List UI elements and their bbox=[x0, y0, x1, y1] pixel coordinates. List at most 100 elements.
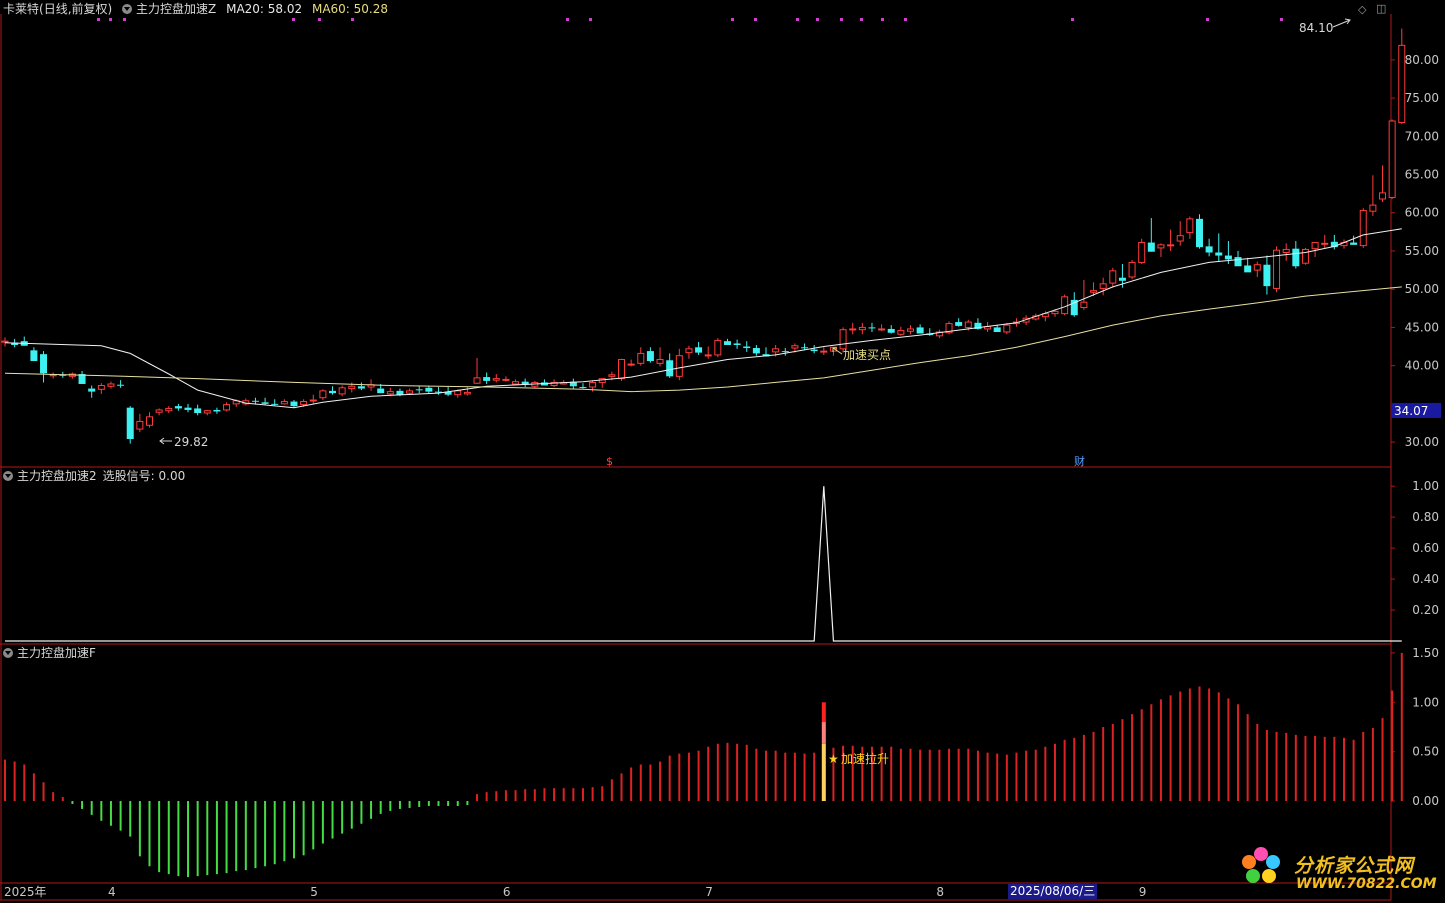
signal-line bbox=[5, 486, 1402, 642]
collapse-icon[interactable] bbox=[122, 4, 133, 14]
high-price-label: 84.10 bbox=[1299, 21, 1333, 35]
star-icon: ★ bbox=[828, 752, 839, 766]
candle-body-down bbox=[357, 386, 365, 389]
top-marker-dot bbox=[318, 18, 321, 21]
candle-body-up bbox=[107, 383, 115, 387]
flower-petal bbox=[1246, 869, 1260, 883]
flower-petal bbox=[1266, 855, 1280, 869]
candle-body-down bbox=[733, 343, 741, 345]
top-marker-dot bbox=[109, 18, 112, 21]
candle-body-up bbox=[155, 409, 163, 413]
candle-body-up bbox=[1061, 296, 1069, 315]
signal-tick-label: 1.00 bbox=[1412, 479, 1439, 493]
candle-body-up bbox=[858, 326, 866, 331]
candle-body-down bbox=[174, 406, 182, 409]
candle-body-up bbox=[338, 387, 346, 395]
candle-body-down bbox=[955, 322, 963, 326]
candle-body-up bbox=[1311, 242, 1319, 250]
indicator-name: 主力控盘加速Z bbox=[136, 2, 217, 16]
candle-body-up bbox=[454, 390, 462, 396]
candle-body-down bbox=[396, 390, 404, 395]
candle-body-down bbox=[974, 322, 982, 329]
chart-frame bbox=[0, 14, 1392, 901]
top-marker-dot bbox=[292, 18, 295, 21]
candle-body-up bbox=[300, 401, 308, 406]
candle-body-up bbox=[550, 381, 558, 387]
top-marker-dot bbox=[881, 18, 884, 21]
candle-body-up bbox=[280, 401, 288, 405]
bar-tick-label: 1.00 bbox=[1412, 695, 1439, 709]
top-marker-dot bbox=[97, 18, 100, 21]
candle-body-down bbox=[59, 374, 67, 376]
price-tick-label: 70.00 bbox=[1405, 129, 1439, 143]
signal-tick-label: 0.80 bbox=[1412, 510, 1439, 524]
event-marker-cai: 财 bbox=[1074, 454, 1085, 468]
top-marker-dot bbox=[796, 18, 799, 21]
candle-body-down bbox=[88, 388, 96, 392]
ma20-line bbox=[4, 228, 1402, 409]
signal-tick-label: 0.40 bbox=[1412, 572, 1439, 586]
candle-body-up bbox=[1282, 248, 1290, 253]
candle-body-down bbox=[78, 374, 86, 384]
candle-body-down bbox=[126, 407, 134, 440]
chart-mode: (日线,前复权) bbox=[39, 2, 113, 16]
candle-body-up bbox=[608, 374, 616, 377]
candle-body-down bbox=[743, 346, 751, 349]
candle-body-up bbox=[964, 321, 972, 328]
candle-body-down bbox=[868, 327, 876, 329]
candle-body-up bbox=[685, 348, 693, 354]
collapse-icon[interactable] bbox=[3, 471, 13, 481]
candle-body-up bbox=[512, 381, 520, 385]
bar-tick-label: 0.50 bbox=[1412, 745, 1439, 759]
top-marker-dot bbox=[731, 18, 734, 21]
highlight-bar-mid bbox=[821, 722, 826, 744]
candle-body-down bbox=[1263, 264, 1271, 287]
current-price-box bbox=[1391, 402, 1441, 418]
candle-body-down bbox=[752, 348, 760, 354]
collapse-icon[interactable] bbox=[3, 648, 13, 658]
candle-body-up bbox=[223, 404, 231, 411]
panel3-indicator: 主力控盘加速F bbox=[17, 646, 96, 660]
candle-body-down bbox=[377, 388, 385, 394]
candle-body-down bbox=[887, 328, 895, 333]
x-axis-label: 2025年 bbox=[4, 885, 47, 899]
candle-body-up bbox=[772, 348, 780, 353]
buy-point-label: 加速买点 bbox=[843, 348, 891, 362]
price-tick-label: 50.00 bbox=[1405, 282, 1439, 296]
candle-body-down bbox=[11, 342, 19, 345]
candle-body-up bbox=[637, 352, 645, 364]
candle-body-down bbox=[801, 347, 809, 349]
candle-body-up bbox=[1301, 248, 1309, 264]
candle-body-down bbox=[483, 377, 491, 381]
momentum-bars bbox=[4, 652, 1403, 878]
candle-body-up bbox=[1128, 261, 1136, 278]
candle-body-down bbox=[521, 381, 529, 385]
x-axis-label: 4 bbox=[108, 885, 116, 899]
candle-body-up bbox=[1109, 270, 1117, 284]
candle-body-up bbox=[1369, 204, 1377, 212]
top-marker-dot bbox=[904, 18, 907, 21]
candle-body-up bbox=[675, 355, 683, 377]
window-icon[interactable]: ◫ bbox=[1376, 2, 1387, 15]
signal-tick-label: 0.60 bbox=[1412, 541, 1439, 555]
candle-body-up bbox=[945, 323, 953, 334]
price-tick-label: 65.00 bbox=[1405, 168, 1439, 182]
diamond-icon[interactable]: ◇ bbox=[1358, 3, 1367, 16]
bar-axis: 1.50 1.00 0.50 0.00 bbox=[1391, 646, 1439, 808]
candle-body-up bbox=[849, 328, 857, 331]
high-arrow bbox=[1332, 18, 1351, 28]
panel2-signal: 选股信号: 0.00 bbox=[102, 469, 186, 483]
price-tick-label: 40.00 bbox=[1405, 359, 1439, 373]
candle-body-up bbox=[1051, 310, 1059, 315]
candle-body-up bbox=[1, 340, 9, 343]
candle-body-down bbox=[1292, 248, 1300, 267]
candle-body-up bbox=[1359, 209, 1367, 247]
signal-axis: 1.00 0.80 0.60 0.40 0.20 bbox=[1391, 479, 1439, 617]
candle-body-up bbox=[878, 328, 886, 331]
watermark-url: WWW.70822.COM bbox=[1296, 876, 1437, 892]
ma20-value: MA20: 58.02 bbox=[226, 2, 303, 16]
candle-body-down bbox=[569, 381, 577, 387]
candle-body-up bbox=[1167, 244, 1175, 247]
candle-body-up bbox=[136, 420, 144, 430]
candle-body-down bbox=[1350, 242, 1358, 245]
